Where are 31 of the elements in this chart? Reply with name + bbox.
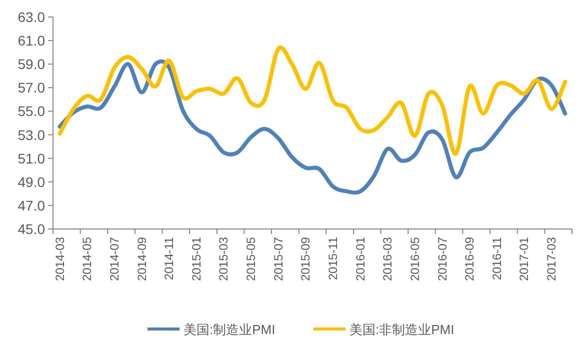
x-tick-label: 2016-07 — [435, 236, 450, 282]
x-tick-label: 2015-05 — [244, 236, 258, 282]
y-tick-label: 61.0 — [18, 32, 46, 49]
x-tick-label: 2016-01 — [353, 236, 368, 282]
x-tick-label: 2014-07 — [107, 236, 122, 282]
y-tick-label: 47.0 — [18, 197, 46, 214]
y-tick-label: 55.0 — [18, 103, 46, 120]
y-tick-label: 45.0 — [18, 221, 46, 237]
x-tick-label: 2017-01 — [517, 236, 532, 282]
x-tick-label: 2015-11 — [326, 236, 340, 280]
x-tick-label: 2015-01 — [189, 236, 204, 282]
y-tick-label: 53.0 — [18, 126, 46, 143]
legend-label: 美国:制造业PMI — [184, 322, 276, 337]
x-tick-label: 2016-09 — [462, 236, 477, 282]
y-tick-label: 57.0 — [18, 80, 46, 96]
legend-label: 美国:非制造业PMI — [350, 322, 454, 337]
y-tick-label: 51.0 — [18, 150, 46, 166]
x-tick-label: 2016-05 — [408, 236, 422, 282]
y-tick-label: 49.0 — [18, 174, 46, 190]
x-tick-label: 2015-07 — [271, 236, 286, 282]
x-tick-label: 2016-11 — [490, 236, 504, 280]
x-tick-label: 2016-03 — [380, 236, 395, 282]
y-tick-label: 59.0 — [18, 56, 46, 72]
x-tick-label: 2017-03 — [544, 236, 559, 282]
x-tick-label: 2015-03 — [216, 236, 231, 282]
x-tick-label: 2014-05 — [80, 236, 94, 282]
y-tick-label: 63.0 — [18, 9, 46, 25]
x-tick-label: 2014-11 — [162, 236, 176, 280]
x-tick-label: 2015-09 — [298, 236, 313, 282]
x-tick-label: 2014-03 — [52, 236, 67, 282]
x-tick-label: 2014-09 — [134, 236, 149, 282]
